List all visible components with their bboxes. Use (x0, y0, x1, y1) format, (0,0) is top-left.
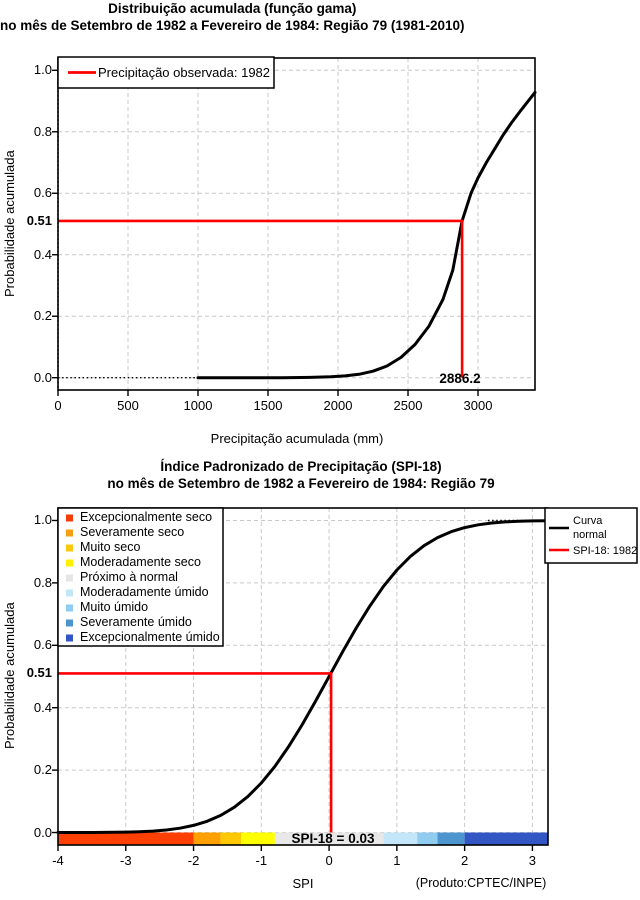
category-swatch (66, 544, 73, 552)
chart1-plot-x-tick-label: 500 (117, 398, 139, 413)
chart2-plot-y-tick-highlight: 0.51 (26, 665, 52, 681)
spi-category-bar-segment (464, 832, 548, 845)
category-swatch (66, 604, 73, 612)
spi-category-bar-segment (220, 832, 241, 845)
chart1-plot-x-tick-label: 1000 (183, 398, 213, 413)
chart2-line-legend-box (544, 507, 638, 564)
chart2-plot-x-tick-label: 1 (393, 853, 401, 868)
category-swatch (66, 634, 73, 642)
chart2-plot-x-tick-label: 0 (325, 853, 333, 868)
chart2-plot (52, 507, 638, 851)
category-legend-label: Moderadamente úmido (80, 585, 209, 599)
chart1-y-axis-label: Probabilidade acumulada (2, 150, 17, 298)
chart2-plot-y-tick-label: 1.0 (33, 512, 52, 528)
chart1-plot-x-tick-label: 2500 (393, 398, 423, 413)
chart2-plot-x-tick-label: 2 (461, 853, 469, 868)
chart1-plot-x-tick-label: 0 (54, 398, 62, 413)
chart1-reference-lines (58, 219, 464, 378)
chart1-plot-y-tick-label: 0.0 (33, 369, 52, 385)
chart2-y-axis-label: Probabilidade acumulada (2, 602, 17, 750)
spi-category-bar-segment (193, 832, 221, 845)
chart1-plot-y-tick-label: 1.0 (33, 62, 52, 78)
category-legend-label: Muito seco (80, 540, 141, 554)
chart1-plot (52, 56, 537, 396)
chart1-observed-value-label: 2886.2 (439, 371, 481, 386)
chart2-plot-x-tick-label: -1 (255, 853, 268, 868)
chart2-plot-x-tick-label: -2 (187, 853, 200, 868)
chart1-plot-y-tick-label: 0.6 (33, 185, 52, 201)
line-legend-label: Curva (573, 515, 603, 527)
spi-category-bar-segment (58, 832, 194, 845)
chart2-plot-border (57, 507, 549, 846)
category-swatch (66, 514, 73, 522)
chart2-plot-y-tick-label: 0.2 (33, 762, 52, 778)
chart2-plot-y-tick-label: 0.4 (33, 699, 52, 715)
chart1-legend-label: Precipitação observada: 1982 (98, 65, 271, 80)
chart2-plot-x-tick-label: 3 (528, 853, 537, 868)
chart1-x-axis-label: Precipitação acumulada (mm) (210, 431, 384, 446)
chart1-title: Distribuição acumulada (função gama) (108, 1, 357, 16)
category-legend-label: Próximo à normal (80, 570, 178, 584)
line-legend-label: normal (573, 529, 607, 541)
normal-cdf-curve (56, 519, 550, 834)
spi-category-bar-segment (437, 832, 465, 845)
chart2-reference-lines (58, 672, 333, 833)
chart1-plot-y-tick-label: 0.2 (33, 308, 52, 324)
category-swatch (66, 529, 73, 537)
chart1-plot-y-tick-highlight: 0.51 (26, 212, 52, 228)
chart2-plot-x-tick-label: -3 (119, 853, 132, 868)
category-swatch (66, 559, 73, 567)
spi-category-bar-segment (274, 832, 384, 845)
chart1-title-block: Distribuição acumulada (função gama) no … (0, 0, 464, 34)
chart2-plot-y-tick-label: 0.0 (33, 824, 52, 840)
chart1-plot-y-tick-label: 0.4 (33, 246, 52, 262)
chart2-title-block: Índice Padronizado de Precipitação (SPI-… (0, 458, 602, 492)
chart2-title: Índice Padronizado de Precipitação (SPI-… (160, 459, 442, 474)
chart2-plot-y-tick-label: 0.6 (33, 637, 52, 653)
chart2-credit: (Produto:CPTEC/INPE) (415, 876, 547, 890)
category-legend-label: Excepcionalmente seco (80, 510, 213, 524)
category-legend-label: Muito úmido (80, 600, 149, 614)
chart2-x-axis-label: SPI (292, 876, 314, 891)
chart1-plot-border (57, 57, 536, 391)
chart1-subtitle: no mês de Setembro de 1982 a Fevereiro d… (0, 18, 465, 33)
chart2-subtitle: no mês de Setembro de 1982 a Fevereiro d… (107, 476, 495, 491)
chart1-plot-y-tick-label: 0.8 (33, 123, 52, 139)
spi-category-legend-box (57, 507, 224, 647)
spi-category-bar-segment (383, 832, 418, 845)
category-legend-label: Excepcionalmente úmido (80, 630, 220, 644)
spi-category-bar-segment (417, 832, 438, 845)
category-swatch (66, 619, 73, 627)
category-legend-label: Severamente seco (80, 525, 185, 539)
line-legend-label: SPI-18: 1982 (573, 545, 638, 557)
spi-category-bar-segment (240, 832, 275, 845)
chart1-plot-x-tick-label: 3000 (463, 398, 493, 413)
gamma-cdf-curve (196, 90, 537, 380)
chart2-plot-y-tick-label: 0.8 (33, 574, 52, 590)
chart1-plot-x-tick-label: 2000 (323, 398, 353, 413)
chart2-plot-x-tick-label: -4 (52, 853, 64, 868)
chart2-spi-value-label: SPI-18 = 0.03 (291, 831, 375, 846)
category-swatch (66, 574, 73, 582)
chart1-plot-x-tick-label: 1500 (253, 398, 283, 413)
category-swatch (66, 589, 73, 597)
category-legend-label: Moderadamente seco (80, 555, 201, 569)
category-legend-label: Severamente úmido (80, 615, 192, 629)
